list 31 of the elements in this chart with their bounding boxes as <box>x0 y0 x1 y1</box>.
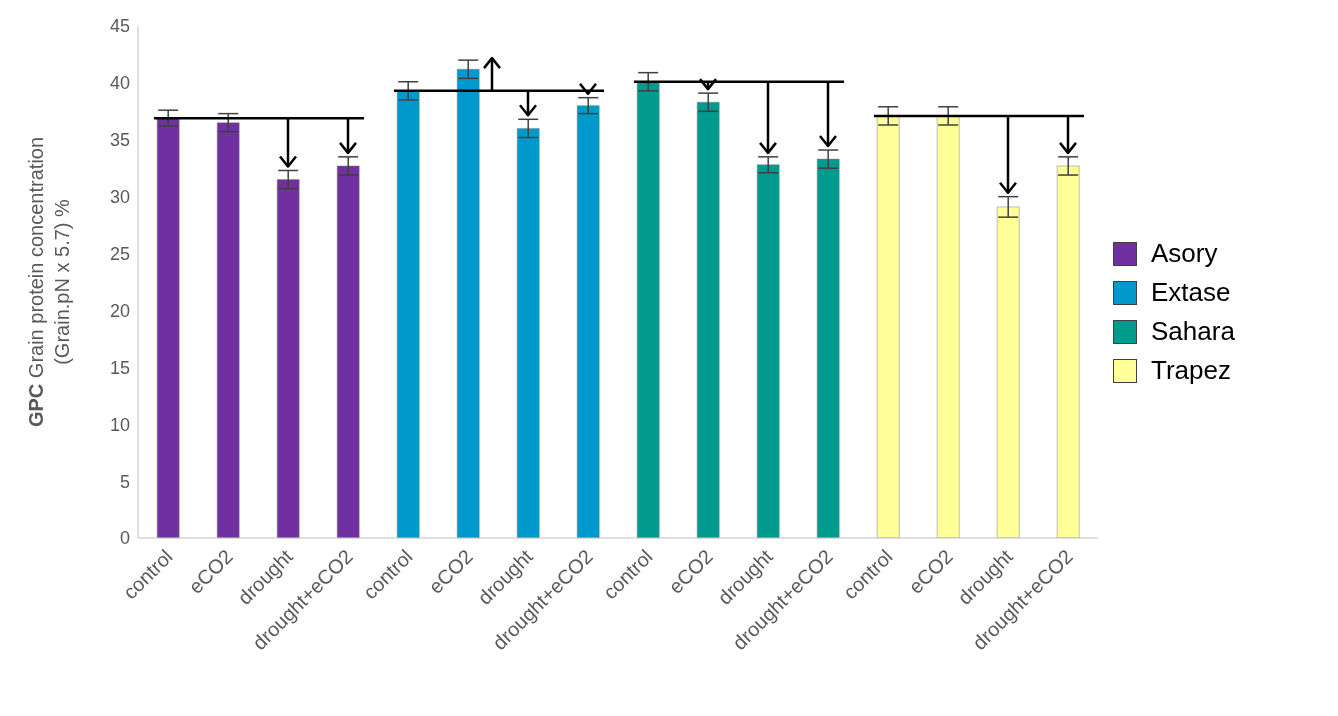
y-tick-label: 5 <box>119 471 130 492</box>
y-tick-label: 20 <box>109 300 130 321</box>
y-tick-label: 10 <box>109 414 130 435</box>
y-tick-label: 30 <box>109 187 130 208</box>
y-tick-label: 0 <box>119 528 130 549</box>
y-tick-label: 25 <box>109 243 130 264</box>
bar <box>696 101 720 538</box>
bar <box>516 128 540 538</box>
bar <box>636 81 660 538</box>
bar <box>276 179 300 538</box>
bar <box>336 165 360 538</box>
bar <box>876 115 900 538</box>
legend-label: Trapez <box>1151 355 1231 386</box>
bar <box>1056 165 1080 538</box>
bar <box>756 164 780 538</box>
y-tick-label: 45 <box>109 16 130 37</box>
y-tick-label: 40 <box>109 73 130 94</box>
bar <box>156 117 180 538</box>
legend-label: Extase <box>1151 277 1231 308</box>
bar <box>216 122 240 538</box>
bar <box>816 158 840 538</box>
y-axis-title: GPC Grain protein concentration (Grain.pN x 5.7) % <box>25 136 73 428</box>
bar <box>456 68 480 538</box>
bar <box>996 206 1020 538</box>
legend-label: Sahara <box>1151 316 1235 347</box>
y-tick-label: 35 <box>109 130 130 151</box>
bar <box>396 90 420 538</box>
legend-label: Asory <box>1151 238 1218 269</box>
bar <box>936 115 960 538</box>
bar <box>576 105 600 538</box>
y-tick-label: 15 <box>109 357 130 378</box>
